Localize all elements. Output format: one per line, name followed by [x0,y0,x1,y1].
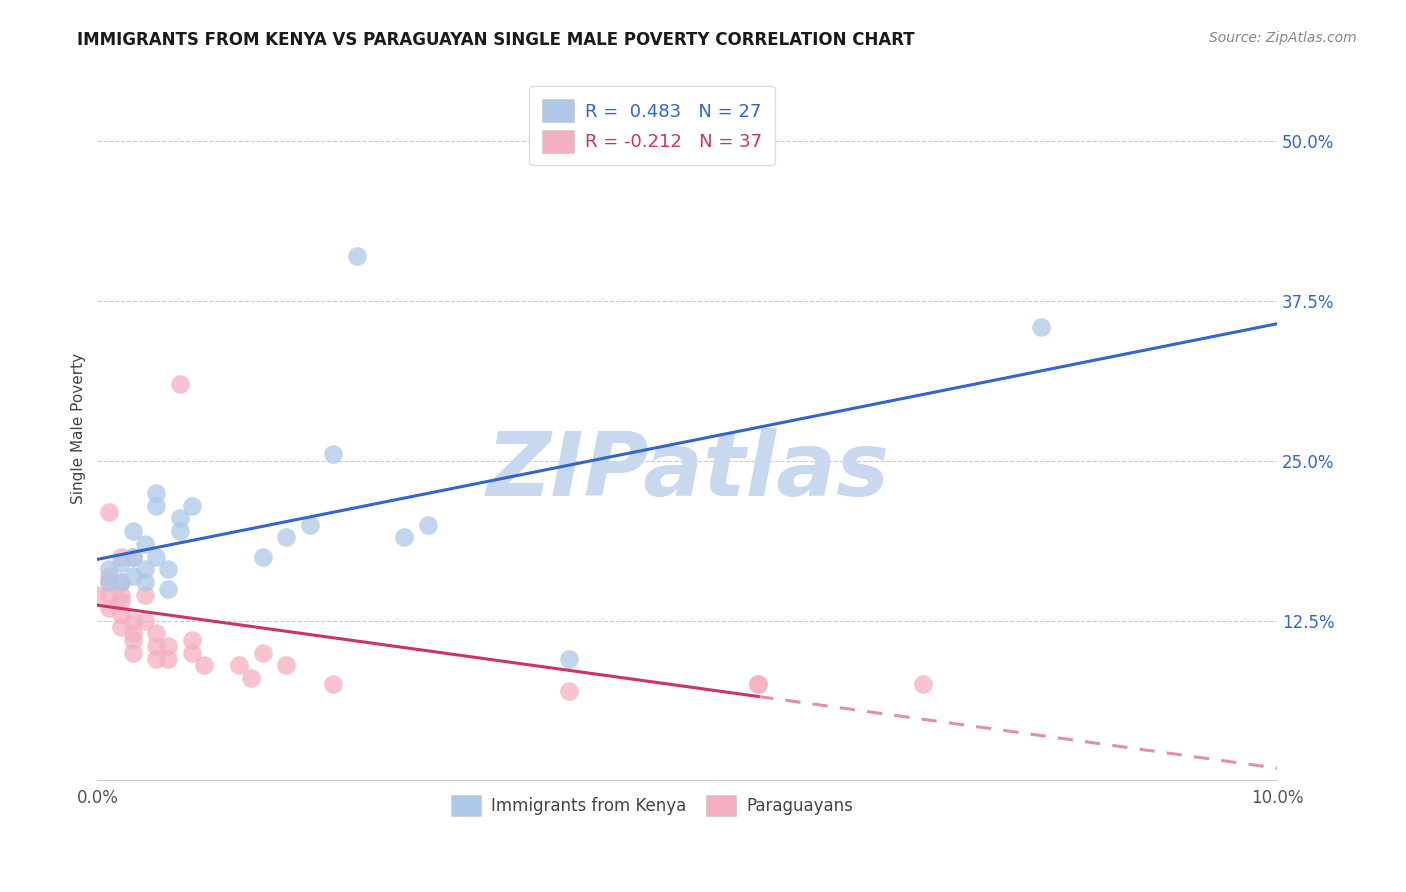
Point [134,588,156,602]
Point [558,683,581,698]
Point [180,646,202,660]
Point [110,575,132,590]
Legend: Immigrants from Kenya, Paraguayans: Immigrants from Kenya, Paraguayans [443,787,862,825]
Point [157,582,180,596]
Point [276,531,298,545]
Point [145,499,167,513]
Point [193,658,215,673]
Point [322,447,344,461]
Point [169,377,191,392]
Point [157,652,180,666]
Point [110,549,132,564]
Point [98,575,121,590]
Point [157,639,180,653]
Y-axis label: Single Male Poverty: Single Male Poverty [72,353,86,505]
Point [98,575,121,590]
Point [416,517,439,532]
Point [110,620,132,634]
Point [392,531,415,545]
Point [912,677,935,691]
Point [180,499,202,513]
Point [98,588,121,602]
Point [121,632,143,647]
Point [180,632,202,647]
Point [322,677,344,691]
Point [169,511,191,525]
Point [121,549,143,564]
Point [121,524,143,538]
Point [110,556,132,570]
Point [134,614,156,628]
Point [134,537,156,551]
Point [145,652,167,666]
Point [98,562,121,576]
Point [558,652,581,666]
Point [110,607,132,622]
Point [110,588,132,602]
Point [298,517,321,532]
Point [145,639,167,653]
Point [98,505,121,519]
Point [121,646,143,660]
Text: IMMIGRANTS FROM KENYA VS PARAGUAYAN SINGLE MALE POVERTY CORRELATION CHART: IMMIGRANTS FROM KENYA VS PARAGUAYAN SING… [77,31,915,49]
Point [121,614,143,628]
Point [239,671,262,685]
Point [134,575,156,590]
Point [121,569,143,583]
Point [276,658,298,673]
Point [86,588,108,602]
Point [1031,319,1053,334]
Point [110,575,132,590]
Point [252,646,274,660]
Point [747,677,769,691]
Point [134,562,156,576]
Point [747,677,769,691]
Point [145,549,167,564]
Text: Source: ZipAtlas.com: Source: ZipAtlas.com [1209,31,1357,45]
Point [252,549,274,564]
Point [346,249,368,263]
Point [157,562,180,576]
Text: ZIPatlas: ZIPatlas [486,427,889,515]
Point [145,626,167,640]
Point [121,626,143,640]
Point [98,600,121,615]
Point [145,485,167,500]
Point [98,569,121,583]
Point [121,549,143,564]
Point [169,524,191,538]
Point [110,594,132,608]
Point [228,658,250,673]
